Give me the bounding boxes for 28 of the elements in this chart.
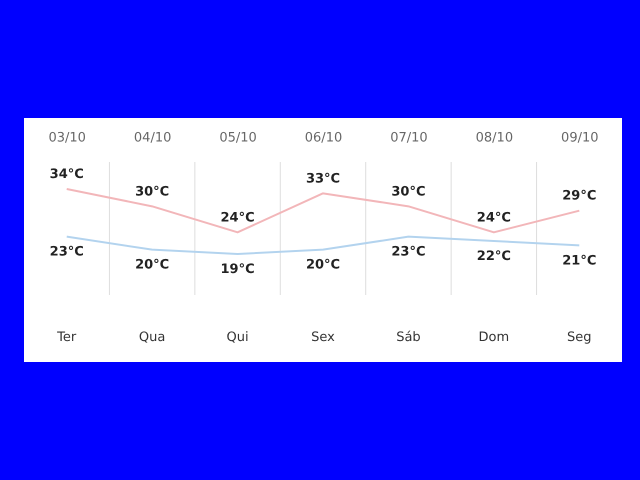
data-label: 30°C bbox=[391, 184, 426, 200]
x-tick-label: 07/10 bbox=[390, 130, 428, 146]
data-label: 30°C bbox=[135, 184, 170, 200]
data-label: 23°C bbox=[50, 244, 84, 260]
text: Seg bbox=[567, 330, 592, 345]
text: Qua bbox=[138, 330, 166, 345]
text: Ter bbox=[56, 330, 77, 345]
text: Sáb bbox=[396, 330, 421, 345]
data-label: 23°C bbox=[391, 244, 426, 260]
text: Dom bbox=[478, 330, 510, 345]
data-label: 22°C bbox=[476, 249, 511, 264]
data-label: 24°C bbox=[476, 210, 511, 226]
x-tick-label: 09/10 bbox=[561, 130, 599, 146]
x-tick-label: 03/10 bbox=[48, 130, 86, 146]
x-tick-label: 06/10 bbox=[304, 130, 342, 146]
data-label: 21°C bbox=[562, 253, 596, 268]
data-label: 20°C bbox=[135, 258, 170, 273]
text: Qui bbox=[226, 330, 249, 345]
x-tick-label: 08/10 bbox=[476, 130, 514, 146]
text: Sex bbox=[311, 330, 336, 345]
x-tick-label: 05/10 bbox=[219, 130, 257, 146]
data-label: 24°C bbox=[220, 210, 255, 226]
x-tick-label: 04/10 bbox=[134, 130, 172, 146]
data-label: 19°C bbox=[220, 262, 255, 277]
data-label: 33°C bbox=[306, 171, 340, 186]
data-label: 29°C bbox=[562, 188, 596, 204]
data-label: 20°C bbox=[306, 258, 340, 273]
data-label: 34°C bbox=[50, 167, 84, 182]
